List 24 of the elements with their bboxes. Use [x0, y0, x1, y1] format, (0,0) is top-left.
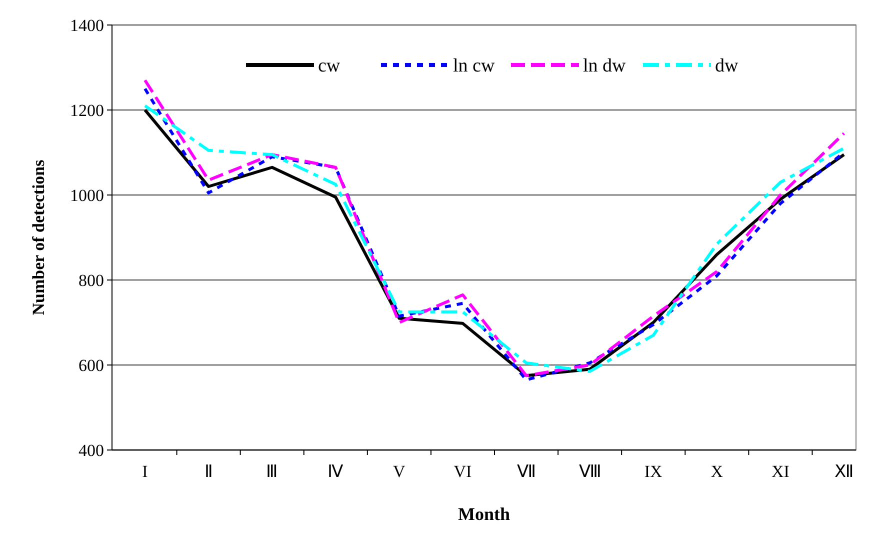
y-tick-label: 1400 [70, 16, 104, 35]
y-tick-label: 800 [78, 270, 104, 290]
x-tick-label: VI [454, 462, 472, 481]
x-tick-label: I [142, 462, 148, 481]
legend-label: dw [715, 56, 738, 77]
y-tick-label: 400 [78, 440, 104, 460]
x-axis-title: Month [458, 504, 510, 524]
legend-label: ln dw [583, 56, 626, 77]
x-tick-label: Ⅳ [328, 462, 344, 481]
x-tick-label: IX [644, 462, 662, 481]
x-tick-label: Ⅱ [204, 462, 213, 481]
x-tick-label: X [710, 462, 724, 481]
x-tick-label: Ⅻ [834, 462, 854, 481]
y-tick-label: 1000 [70, 186, 104, 205]
x-tick-label: Ⅶ [516, 462, 536, 481]
legend-label: cw [318, 56, 340, 77]
y-tick-label: 600 [78, 356, 104, 375]
x-tick-label: Ⅲ [266, 462, 278, 481]
y-axis-title: Number of detections [29, 159, 48, 316]
x-tick-label: V [393, 462, 406, 481]
x-tick-label: Ⅷ [578, 462, 601, 481]
y-tick-label: 1200 [70, 100, 104, 120]
x-tick-label: XI [771, 462, 790, 481]
legend-label: ln cw [453, 56, 495, 77]
